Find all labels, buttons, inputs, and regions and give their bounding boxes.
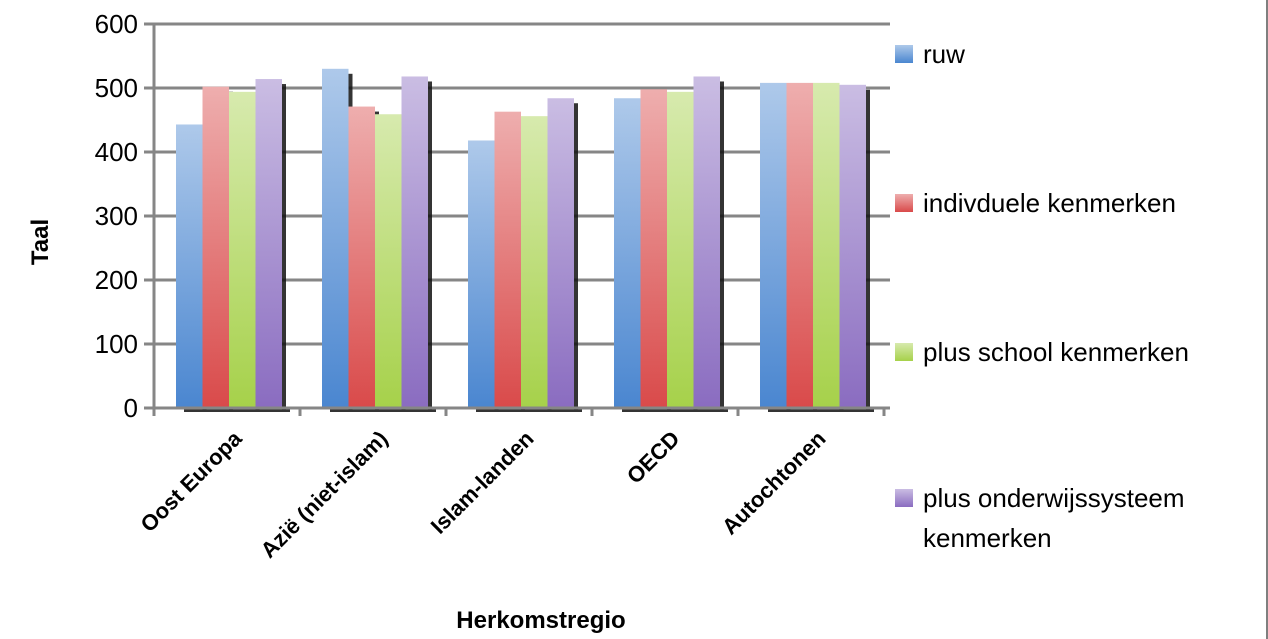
bar-3-3 (521, 116, 548, 408)
bar-shadow (428, 81, 432, 410)
x-axis-title: Herkomstregio (456, 607, 625, 634)
bar-2-3 (494, 111, 521, 409)
y-tick-label: 200 (95, 265, 138, 295)
legend-swatch-1 (895, 45, 913, 63)
bar-shadow (574, 103, 578, 411)
bar-3-5 (813, 82, 840, 408)
y-tick-label: 300 (95, 201, 138, 231)
legend-label-3: plus school kenmerken (923, 337, 1189, 367)
y-axis-title: Taal (27, 219, 54, 265)
x-tick-label: OECD (622, 426, 685, 489)
bar-base-shadow (184, 408, 290, 412)
y-tick-label: 400 (95, 137, 138, 167)
bar-1-4 (614, 98, 641, 409)
legend-label-4: plus onderwijssysteem (923, 483, 1185, 513)
legend-swatch-2 (895, 194, 913, 212)
bar-4-3 (547, 98, 574, 409)
y-tick-label: 500 (95, 73, 138, 103)
x-tick-label: Autochtonen (717, 426, 831, 540)
bar-base-shadow (768, 408, 874, 412)
legend-label-4: kenmerken (923, 523, 1052, 553)
bar-base-shadow (622, 408, 728, 412)
x-tick-label: Islam-landen (426, 426, 539, 539)
legend-label-1: ruw (923, 39, 965, 69)
bar-2-5 (786, 82, 813, 408)
bar-3-2 (375, 114, 402, 409)
y-tick-label: 600 (95, 9, 138, 39)
bar-4-1 (255, 79, 282, 408)
bar-4-2 (401, 76, 428, 408)
bar-1-5 (760, 82, 787, 408)
bar-1-1 (176, 124, 203, 408)
bar-4-4 (693, 76, 720, 408)
bar-4-5 (839, 84, 866, 409)
bar-shadow (282, 84, 286, 410)
x-tick-label: Oost Europa (136, 425, 248, 537)
bar-base-shadow (330, 408, 436, 412)
bar-1-2 (322, 68, 349, 409)
legend-swatch-4 (895, 489, 913, 507)
y-tick-label: 100 (95, 329, 138, 359)
bar-2-1 (202, 86, 229, 408)
y-tick-label: 0 (124, 393, 138, 423)
x-tick-label: Azië (niet-islam) (256, 426, 393, 563)
bar-2-4 (640, 89, 667, 408)
bar-3-1 (229, 91, 256, 408)
legend-label-2: indivduele kenmerken (923, 188, 1176, 218)
bar-1-3 (468, 140, 495, 409)
bar-3-4 (667, 91, 694, 408)
bar-shadow (866, 89, 870, 411)
bar-shadow (720, 81, 724, 410)
bar-base-shadow (476, 408, 582, 412)
bar-2-2 (348, 106, 375, 408)
chart-frame-edge (1266, 0, 1268, 639)
legend-swatch-3 (895, 343, 913, 361)
